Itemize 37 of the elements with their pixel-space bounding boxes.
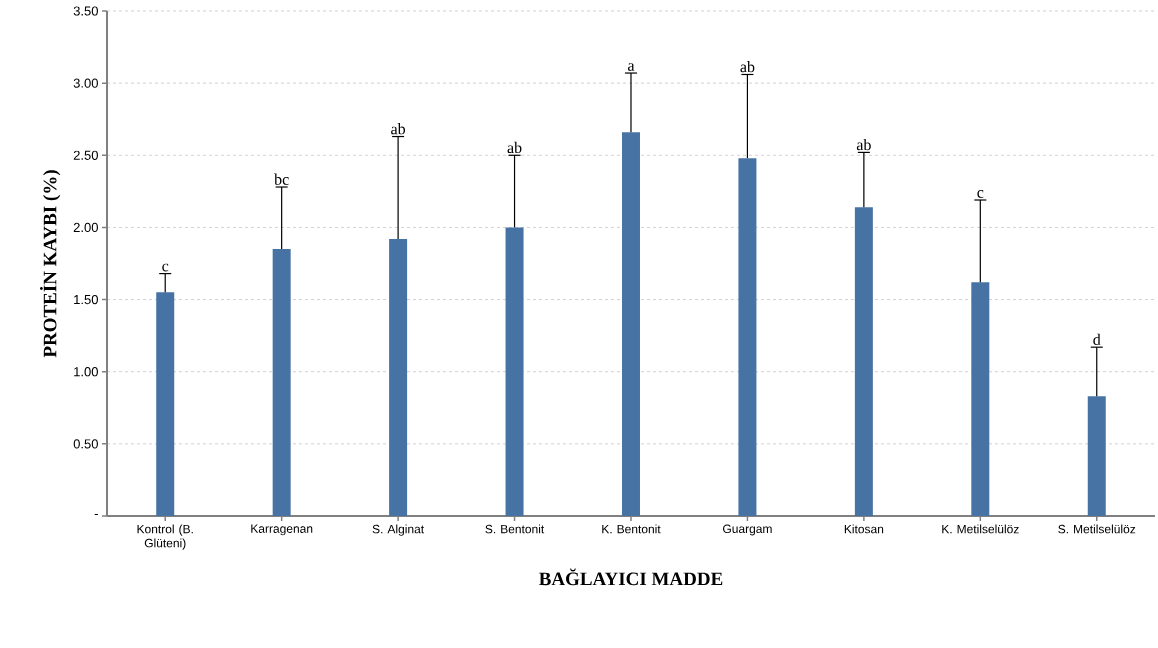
- x-tick-label: S. Bentonit: [485, 524, 545, 534]
- bar: [971, 282, 990, 516]
- bar: [272, 249, 291, 516]
- bar: [738, 158, 757, 516]
- bar: [505, 227, 524, 516]
- bar: [156, 292, 175, 516]
- annotation: ab: [507, 141, 522, 154]
- bar: [621, 132, 640, 516]
- x-tick-label: K. Bentonit: [602, 524, 661, 534]
- x-tick-label: S. Alginat: [372, 524, 425, 536]
- y-tick-label: 2.00: [73, 222, 98, 233]
- annotation: a: [628, 63, 635, 71]
- annotation: ab: [856, 138, 871, 151]
- annotation: d: [1093, 333, 1101, 345]
- y-tick-label: 0.50: [73, 439, 98, 449]
- x-tick-label: Kitosan: [844, 524, 884, 534]
- x-tick-label: S. Metilselülöz: [1058, 524, 1136, 534]
- x-tick-label: Kontrol (B. Glüteni): [137, 524, 193, 550]
- annotation: ab: [391, 123, 406, 135]
- y-tick-label: 3.50: [73, 6, 98, 16]
- annotation: bc: [274, 173, 289, 185]
- annotation: c: [162, 263, 169, 272]
- x-tick-label: K. Metilselülöz: [942, 524, 1019, 534]
- y-tick-label: 3.00: [73, 78, 98, 88]
- y-tick-label: 1.50: [74, 294, 98, 305]
- y-tick-label: 2.50: [73, 150, 98, 160]
- x-tick-label: Guargam: [723, 524, 772, 536]
- y-tick-label: 1.00: [74, 367, 98, 377]
- y-axis-title: PROTEİN KAYBI (%): [39, 170, 61, 358]
- annotation: ab: [740, 61, 755, 73]
- bar: [1087, 396, 1106, 516]
- bar: [389, 238, 408, 516]
- y-tick-label: -: [94, 514, 98, 516]
- annotation: c: [977, 190, 984, 198]
- x-axis-title: BAĞLAYICI MADDE: [539, 568, 723, 586]
- x-tick-label: Karragenan: [251, 524, 313, 536]
- bar: [854, 207, 873, 516]
